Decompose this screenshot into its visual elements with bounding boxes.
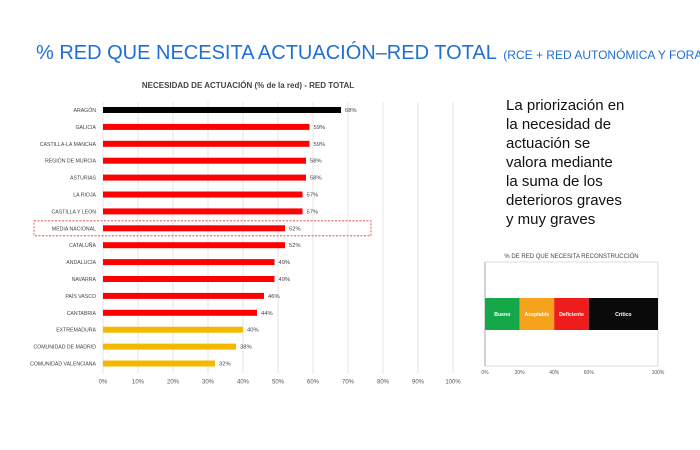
x-tick-label: 50% — [272, 380, 285, 386]
bar — [103, 107, 341, 113]
bar — [103, 292, 264, 299]
x-tick-label: 100% — [445, 380, 461, 386]
category-label: PAÍS VASCO — [65, 293, 96, 300]
slide-title: % RED QUE NECESITA ACTUACIÓN–RED TOTAL (… — [36, 42, 700, 65]
bar — [103, 140, 310, 147]
main-chart-title: NECESIDAD DE ACTUACIÓN (% de la red) - R… — [142, 81, 354, 90]
category-label: CATALUÑA — [69, 242, 96, 249]
segment-label: Deficiente — [559, 312, 584, 318]
category-label: CANTABRIA — [67, 311, 97, 317]
bar-value-label: 68% — [345, 108, 357, 114]
x-tick-label: 40% — [237, 380, 250, 386]
stacked-segment — [485, 298, 520, 330]
side-explanation: La priorización en la necesidad de actua… — [506, 96, 676, 229]
x-tick-label: 10% — [132, 380, 145, 386]
category-label: GALICIA — [76, 125, 97, 131]
x-tick-label: 0% — [481, 370, 489, 376]
main-bar-chart: NECESIDAD DE ACTUACIÓN (% de la red) - R… — [30, 81, 461, 386]
stacked-segment — [554, 298, 589, 330]
side-text-line: la necesidad de — [506, 116, 612, 133]
reconstruction-chart: % DE RED QUE NECESITA RECONSTRUCCIÓN Buen… — [481, 253, 665, 376]
bar-value-label: 58% — [310, 159, 322, 165]
highlight-box — [33, 220, 372, 237]
x-tick-label: 80% — [377, 380, 390, 386]
segment-label: Crítico — [615, 312, 631, 318]
bar-value-label: 57% — [307, 209, 319, 215]
segment-label: Aceptable — [525, 312, 550, 318]
x-tick-label: 100% — [652, 370, 665, 376]
bar-value-label: 44% — [261, 311, 273, 317]
category-label: MEDIA NACIONAL — [52, 226, 96, 232]
bar-value-label: 59% — [314, 125, 326, 131]
category-label: COMUNIDAD VALENCIANA — [30, 362, 96, 368]
side-text-line: la suma de los — [506, 173, 603, 190]
bar — [103, 191, 303, 198]
bar-value-label: 38% — [240, 345, 252, 351]
bar-value-label: 58% — [310, 176, 322, 182]
slide-title-subtitle: (RCE + RED AUTONÓMICA Y FORAL) — [503, 48, 700, 62]
category-label: EXTREMADURA — [56, 328, 96, 334]
x-tick-label: 20% — [167, 380, 180, 386]
bar — [103, 174, 306, 181]
stacked-segment — [588, 298, 658, 330]
bar-value-label: 49% — [279, 277, 291, 283]
x-tick-label: 70% — [342, 380, 355, 386]
category-label: ASTURIAS — [70, 176, 96, 182]
bar-value-label: 52% — [289, 243, 301, 249]
bar-value-label: 40% — [247, 328, 259, 334]
category-label: NAVARRA — [72, 277, 97, 283]
side-text-line: deterioros graves — [506, 192, 622, 209]
bar — [103, 326, 243, 333]
category-label: COMUNIDAD DE MADRID — [33, 345, 96, 351]
x-tick-label: 90% — [412, 380, 425, 386]
x-tick-label: 60% — [307, 380, 320, 386]
bar — [103, 123, 310, 130]
category-label: ARAGÓN — [74, 107, 97, 114]
bar — [103, 259, 275, 266]
bar — [103, 157, 306, 164]
x-tick-label: 0% — [99, 380, 108, 386]
category-label: CASTILLA-LA MANCHA — [40, 142, 97, 148]
bar — [103, 242, 285, 249]
bar — [103, 225, 285, 232]
segment-label: Bueno — [494, 312, 510, 318]
x-tick-label: 30% — [202, 380, 215, 386]
side-text-line: valora mediante — [506, 154, 613, 171]
bar-value-label: 57% — [307, 193, 319, 199]
category-label: REGIÓN DE MURCIA — [45, 158, 97, 165]
bar-value-label: 52% — [289, 226, 301, 232]
category-label: ANDALUCÍA — [66, 259, 96, 266]
category-label: CASTILLA Y LEON — [51, 209, 96, 215]
bar-value-label: 59% — [314, 142, 326, 148]
bar-value-label: 46% — [268, 294, 280, 300]
bar-value-label: 32% — [219, 362, 231, 368]
slide-title-main: % RED QUE NECESITA ACTUACIÓN–RED TOTAL — [36, 42, 497, 64]
category-label: LA RIOJA — [73, 193, 96, 199]
x-tick-label: 40% — [549, 370, 560, 376]
stacked-segment — [519, 298, 555, 330]
x-tick-label: 60% — [584, 370, 595, 376]
side-text-line: La priorización en — [506, 97, 625, 114]
side-text-line: y muy graves — [506, 211, 596, 228]
reconstruction-chart-title: % DE RED QUE NECESITA RECONSTRUCCIÓN — [504, 253, 638, 260]
bar-value-label: 49% — [279, 260, 291, 266]
x-tick-label: 20% — [515, 370, 526, 376]
side-text-line: actuación se — [506, 135, 591, 152]
bar — [103, 343, 236, 350]
bar — [103, 276, 275, 282]
bar — [103, 360, 215, 367]
bar — [103, 208, 303, 215]
bar — [103, 309, 257, 316]
